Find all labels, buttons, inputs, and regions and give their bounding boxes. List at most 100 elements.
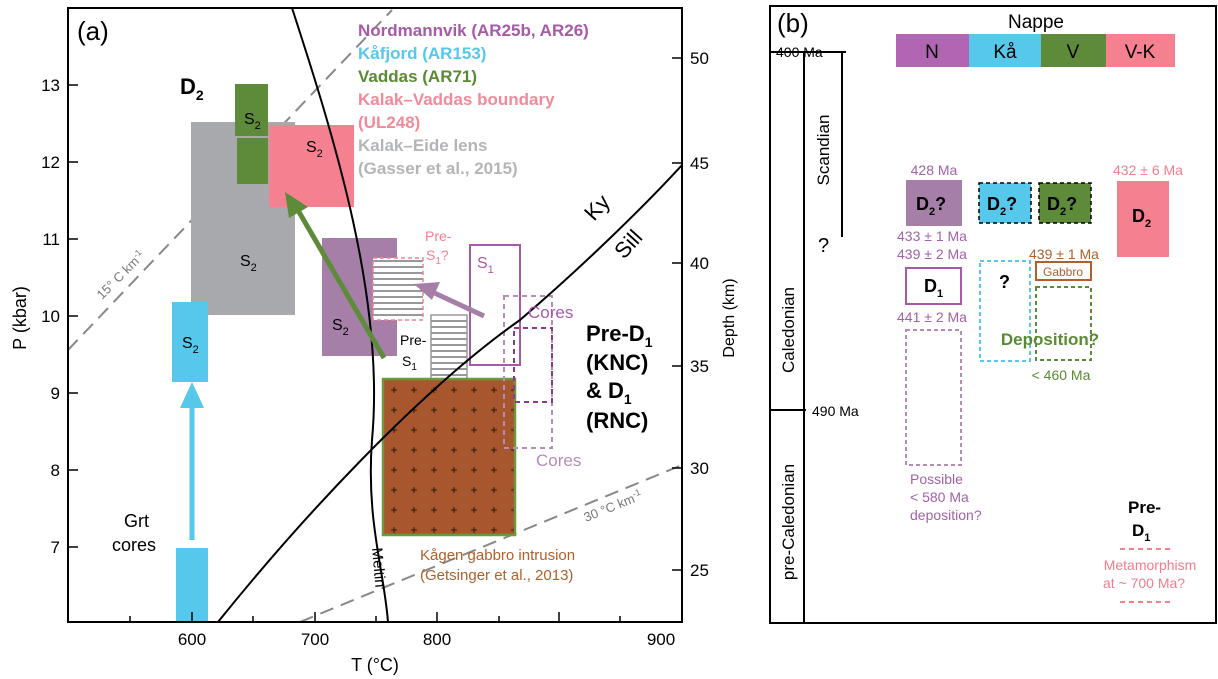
kafjord-box [172, 302, 208, 382]
age-400-label: 400 Ma [776, 44, 823, 60]
pre-s1-upper-label-b: S1? [426, 247, 449, 267]
sill-label: Sill [609, 225, 647, 264]
melting-label: Meltin [368, 547, 388, 588]
v-deposition-box [1035, 286, 1092, 361]
legend-kalak-eide-ref: (Gasser et al., 2015) [358, 159, 518, 178]
nappe-v [1041, 34, 1106, 67]
nappe-v-label: V [1067, 42, 1080, 63]
cores-label-lower: Cores [536, 451, 581, 470]
legend-boundary-sample: (UL248) [358, 113, 420, 132]
age-439a-label: 439 ± 2 Ma [897, 246, 967, 262]
age-460-label: < 460 Ma [1032, 367, 1091, 383]
pre-caledonian-label: pre-Caledonian [779, 464, 798, 580]
possible-label-2: < 580 Ma [910, 489, 969, 505]
y-ticks [68, 84, 78, 548]
n-d1-box [905, 267, 962, 305]
d2-label: D2 [180, 74, 204, 103]
legend-nordmannvik: Nordmannvik (AR25b, AR26) [358, 21, 589, 40]
panel-a-plot-area [68, 8, 682, 622]
cores-box-inner [513, 327, 553, 403]
v-d2-box [1038, 182, 1092, 224]
y2-tick-label: 35 [690, 357, 709, 376]
age-428-label: 428 Ma [911, 162, 958, 178]
y2-tick-label: 30 [690, 459, 709, 478]
panel-b-label: (b) [777, 8, 809, 38]
possible-label-3: deposition? [910, 507, 982, 523]
y2-axis-label: Depth (km) [721, 278, 738, 357]
pre-s1-lower-label-b: S1 [402, 353, 417, 373]
y-tick-label: 9 [51, 384, 60, 403]
age-439b-label: 439 ± 1 Ma [1029, 246, 1099, 262]
nappe-vk [1106, 34, 1175, 67]
grt-label: Grt [124, 511, 149, 531]
panel-a: 600 700 800 900 T (°C) 13 12 11 10 9 8 7… [10, 7, 738, 675]
grt-cores-label: cores [112, 535, 156, 555]
ka-d2-label: D2? [987, 194, 1017, 218]
caledonian-label: Caledonian [779, 287, 798, 373]
v-d2-label: D2? [1047, 194, 1077, 218]
ky-label: Ky [579, 190, 615, 226]
panel-b: (b) 400 Ma 490 Ma Scandian Caledonian pr… [769, 5, 1217, 624]
pre-s1-box-upper [372, 257, 424, 321]
y2-tick-label: 40 [690, 254, 709, 273]
n-d1-label: D1 [924, 276, 943, 300]
melting-curve [291, 8, 389, 622]
svg-text:(KNC): (KNC) [586, 350, 648, 375]
y-axis-label: P (kbar) [10, 286, 30, 350]
svg-text:& D1: & D1 [586, 378, 632, 407]
y-tick-label: 7 [51, 538, 60, 557]
y-tick-label: 8 [51, 461, 60, 480]
scandian-label: Scandian [814, 115, 833, 186]
vaddas-arrow-head [285, 192, 308, 218]
y-tick-label: 13 [41, 76, 60, 95]
nordmannvik-arrow-head [414, 282, 440, 300]
nappe-title: Nappe [1008, 12, 1064, 33]
vaddas-box-lower [237, 138, 268, 184]
x-tick-label: 700 [301, 630, 329, 649]
meta-label-1: Metamorphism [1104, 557, 1197, 573]
nappe-ka-label: Kå [993, 42, 1017, 63]
s1-label: S1 [477, 255, 494, 276]
svg-text:Pre-D1: Pre-D1 [586, 321, 653, 350]
y-tick-label: 12 [41, 153, 60, 172]
gradient-30-line [299, 464, 682, 622]
x-tick-label: 600 [178, 630, 206, 649]
gradient-15-line [68, 9, 393, 351]
pre-s1-lower-label-a: Pre- [400, 332, 427, 348]
s2-label-kafjord: S2 [182, 335, 199, 356]
vk-d2-label: D2 [1132, 206, 1151, 230]
s2-label-boundary: S2 [306, 139, 323, 160]
kafjord-arrow-head [180, 382, 204, 408]
panel-b-frame [769, 5, 1217, 624]
gabbro-ref-label: (Getsinger et al., 2013) [420, 567, 573, 584]
s2-label-vaddas: S2 [244, 111, 261, 132]
pre-d1-label: Pre-D1 (KNC) & D1 (RNC) [586, 321, 653, 433]
gabbro-label-b: Gabbro [1043, 265, 1083, 279]
meta-label-2: at ~ 700 Ma? [1103, 575, 1185, 591]
y2-tick-label: 50 [690, 49, 709, 68]
nappe-vk-label: V-K [1125, 42, 1156, 63]
cores-label-upper: Cores [528, 303, 573, 322]
legend-vaddas: Vaddas (AR71) [358, 67, 477, 86]
gabbro-label: Kågen gabbro intrusion [420, 547, 575, 564]
age-433-label: 433 ± 1 Ma [897, 228, 967, 244]
grt-cores-box [176, 548, 208, 622]
svg-text:(RNC): (RNC) [586, 408, 648, 433]
panel-a-label: (a) [77, 16, 109, 46]
pre-s1-upper-label-a: Pre- [425, 228, 452, 244]
nappe-n-label: N [925, 42, 939, 63]
y-tick-label: 11 [42, 230, 60, 249]
x-ticks [129, 612, 621, 622]
y2-ticks [672, 57, 682, 571]
y2-tick-label: 25 [690, 561, 709, 580]
age-441-label: 441 ± 2 Ma [897, 309, 967, 325]
ky-sill-curve [217, 164, 682, 622]
panel-a-legend: Nordmannvik (AR25b, AR26) Kåfjord (AR153… [358, 21, 589, 178]
ka-question: ? [999, 272, 1010, 292]
vaddas-arrow-shaft [296, 210, 387, 360]
gabbro-box [381, 377, 517, 537]
boundary-box [269, 125, 354, 207]
y2-tick-label: 45 [690, 154, 709, 173]
nappe-ka [969, 34, 1041, 67]
